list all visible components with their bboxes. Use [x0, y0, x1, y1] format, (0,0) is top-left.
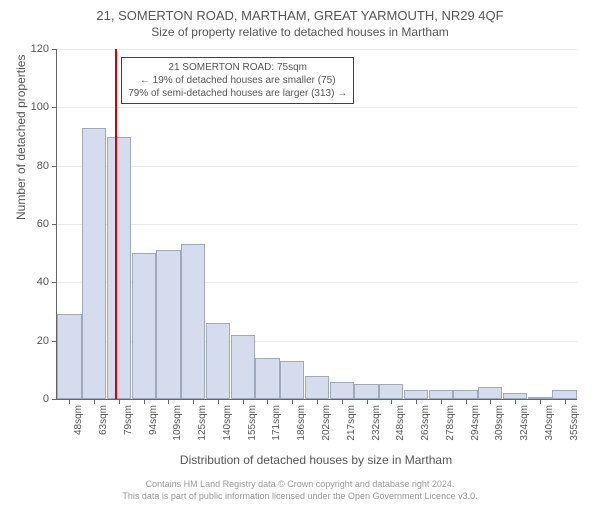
ytick-label: 80: [19, 160, 49, 172]
xtick-label: 278sqm: [445, 405, 456, 441]
xtick-mark: [119, 399, 120, 404]
xtick-label: 186sqm: [296, 405, 307, 441]
footer-text: Contains HM Land Registry data © Crown c…: [0, 479, 600, 502]
xtick-mark: [267, 399, 268, 404]
xtick-label: 324sqm: [519, 405, 530, 441]
xtick-label: 202sqm: [321, 405, 332, 441]
bar: [404, 390, 428, 399]
xtick-label: 309sqm: [494, 405, 505, 441]
xtick-mark: [317, 399, 318, 404]
xtick-mark: [565, 399, 566, 404]
bar: [330, 382, 354, 400]
xtick-mark: [218, 399, 219, 404]
bar: [255, 358, 279, 399]
xtick-mark: [441, 399, 442, 404]
bar: [107, 137, 131, 400]
bar: [280, 361, 304, 399]
ytick-label: 100: [19, 101, 49, 113]
bar: [57, 314, 81, 399]
xtick-label: 248sqm: [395, 405, 406, 441]
xtick-mark: [193, 399, 194, 404]
xtick-mark: [540, 399, 541, 404]
xtick-label: 171sqm: [271, 405, 282, 441]
xtick-label: 63sqm: [98, 405, 109, 435]
ytick-label: 0: [19, 393, 49, 405]
ytick-mark: [52, 166, 57, 167]
xtick-label: 263sqm: [420, 405, 431, 441]
xtick-mark: [144, 399, 145, 404]
gridline: [57, 107, 577, 108]
xtick-mark: [243, 399, 244, 404]
gridline: [57, 166, 577, 167]
xtick-label: 94sqm: [148, 405, 159, 435]
xtick-label: 79sqm: [123, 405, 134, 435]
gridline: [57, 224, 577, 225]
ytick-mark: [52, 224, 57, 225]
chart-container: 02040608010012048sqm63sqm79sqm94sqm109sq…: [56, 49, 576, 399]
footer-line-1: Contains HM Land Registry data © Crown c…: [0, 479, 600, 491]
ytick-label: 60: [19, 218, 49, 230]
xtick-mark: [466, 399, 467, 404]
bar: [206, 323, 230, 399]
annotation-line: ← 19% of detached houses are smaller (75…: [128, 74, 347, 87]
xtick-mark: [416, 399, 417, 404]
annotation-box: 21 SOMERTON ROAD: 75sqm← 19% of detached…: [121, 57, 354, 104]
xtick-mark: [490, 399, 491, 404]
xtick-mark: [292, 399, 293, 404]
bar: [354, 384, 378, 399]
xtick-mark: [342, 399, 343, 404]
xtick-label: 125sqm: [197, 405, 208, 441]
bar: [156, 250, 180, 399]
xtick-label: 294sqm: [470, 405, 481, 441]
bar: [453, 390, 477, 399]
ytick-label: 20: [19, 335, 49, 347]
bar: [552, 390, 576, 399]
bar: [132, 253, 156, 399]
xtick-label: 155sqm: [247, 405, 258, 441]
xtick-label: 355sqm: [569, 405, 580, 441]
xtick-label: 140sqm: [222, 405, 233, 441]
xtick-label: 109sqm: [172, 405, 183, 441]
ytick-mark: [52, 399, 57, 400]
xtick-mark: [367, 399, 368, 404]
footer-line-2: This data is part of public information …: [0, 491, 600, 503]
gridline: [57, 49, 577, 50]
bar: [82, 128, 106, 399]
bar: [231, 335, 255, 399]
ytick-mark: [52, 49, 57, 50]
page-title: 21, SOMERTON ROAD, MARTHAM, GREAT YARMOU…: [0, 8, 600, 23]
bar: [181, 244, 205, 399]
x-axis-label: Distribution of detached houses by size …: [56, 453, 576, 467]
ytick-label: 40: [19, 276, 49, 288]
xtick-label: 340sqm: [544, 405, 555, 441]
bar: [429, 390, 453, 399]
xtick-label: 217sqm: [346, 405, 357, 441]
bar: [305, 376, 329, 399]
bar: [379, 384, 403, 399]
ytick-mark: [52, 282, 57, 283]
ytick-mark: [52, 107, 57, 108]
xtick-mark: [168, 399, 169, 404]
ytick-label: 120: [19, 43, 49, 55]
xtick-mark: [515, 399, 516, 404]
xtick-mark: [69, 399, 70, 404]
plot-area: 02040608010012048sqm63sqm79sqm94sqm109sq…: [56, 49, 577, 400]
page-subtitle: Size of property relative to detached ho…: [0, 25, 600, 39]
y-axis-label: Number of detached properties: [14, 55, 28, 220]
xtick-label: 48sqm: [73, 405, 84, 435]
xtick-mark: [391, 399, 392, 404]
marker-line: [115, 49, 117, 399]
xtick-label: 232sqm: [371, 405, 382, 441]
xtick-mark: [94, 399, 95, 404]
bar: [478, 387, 502, 399]
annotation-line: 21 SOMERTON ROAD: 75sqm: [128, 61, 347, 74]
annotation-line: 79% of semi-detached houses are larger (…: [128, 87, 347, 100]
